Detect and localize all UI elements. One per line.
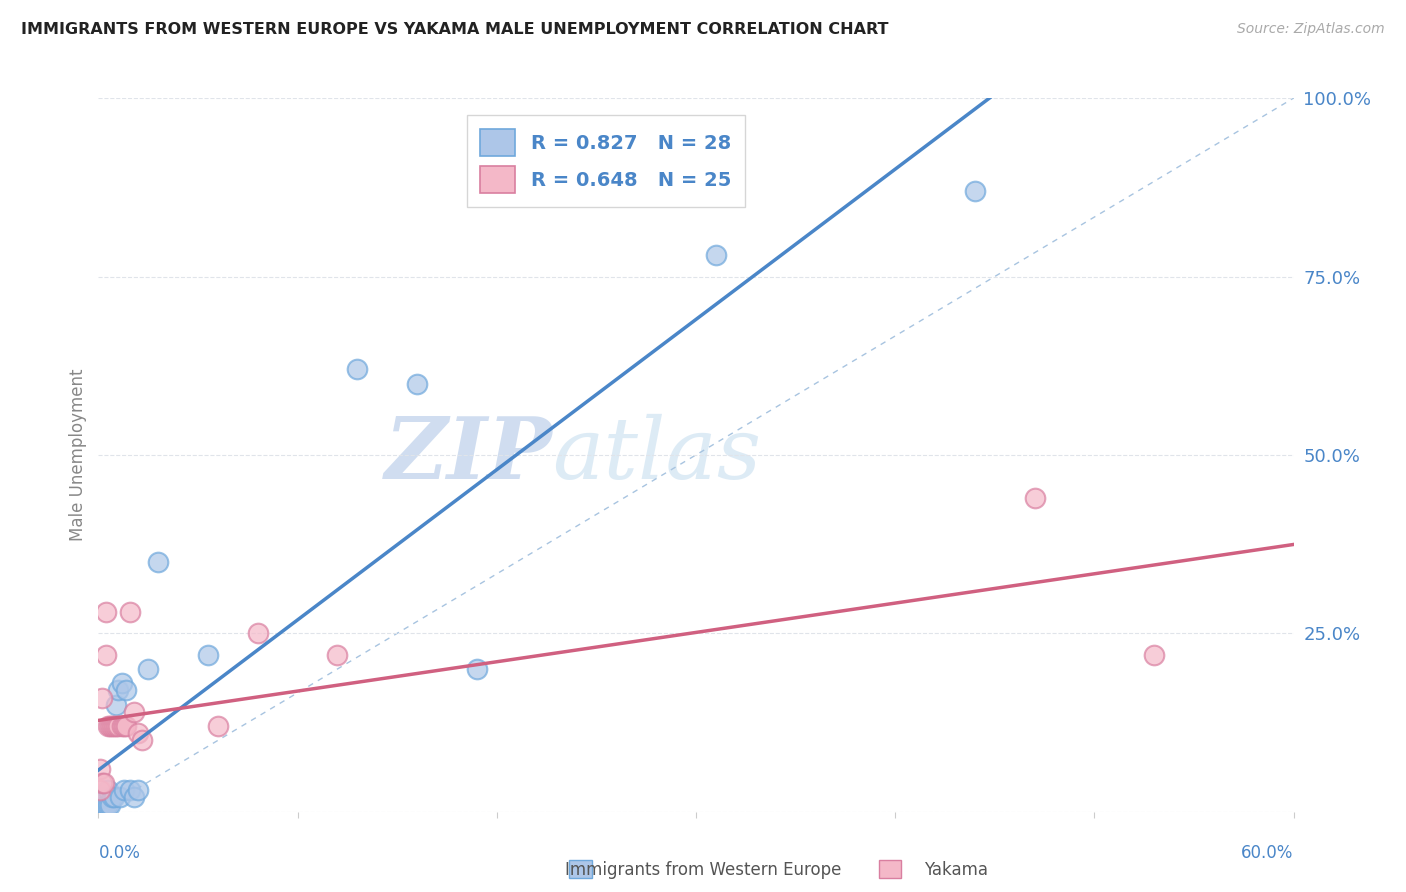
Point <box>107 719 129 733</box>
Point <box>97 719 120 733</box>
Point <box>465 662 488 676</box>
Text: Yakama: Yakama <box>924 861 988 879</box>
Point <box>197 648 219 662</box>
Point <box>107 683 129 698</box>
Point <box>112 783 135 797</box>
Point <box>406 376 429 391</box>
Point <box>91 790 114 805</box>
Text: 0.0%: 0.0% <box>98 844 141 862</box>
Point <box>96 648 118 662</box>
Point <box>101 790 124 805</box>
Point <box>1143 648 1166 662</box>
Point <box>124 790 146 805</box>
Point <box>91 690 114 705</box>
Point <box>89 783 111 797</box>
Text: 60.0%: 60.0% <box>1241 844 1294 862</box>
Point <box>105 719 128 733</box>
Point <box>100 797 122 812</box>
Point <box>326 648 349 662</box>
Text: ZIP: ZIP <box>385 413 553 497</box>
Point <box>148 555 170 569</box>
Point <box>112 719 135 733</box>
Point <box>127 726 149 740</box>
Point <box>103 719 125 733</box>
Point <box>120 605 142 619</box>
Point <box>131 733 153 747</box>
Point <box>89 762 111 776</box>
Y-axis label: Male Unemployment: Male Unemployment <box>69 368 87 541</box>
Point <box>100 719 122 733</box>
Point <box>103 790 125 805</box>
Point <box>96 797 118 812</box>
Point <box>91 776 114 790</box>
Point <box>96 605 118 619</box>
Point <box>963 184 986 198</box>
Legend: R = 0.827   N = 28, R = 0.648   N = 25: R = 0.827 N = 28, R = 0.648 N = 25 <box>467 115 745 207</box>
Point <box>111 719 134 733</box>
Text: Source: ZipAtlas.com: Source: ZipAtlas.com <box>1237 22 1385 37</box>
Point <box>91 797 114 812</box>
Point <box>1024 491 1046 505</box>
Point <box>115 683 138 698</box>
Point <box>127 783 149 797</box>
Point <box>115 719 138 733</box>
Point <box>246 626 269 640</box>
Point <box>110 790 132 805</box>
Point <box>111 676 134 690</box>
Point <box>93 797 115 812</box>
Point <box>136 662 159 676</box>
Point <box>101 719 124 733</box>
Text: IMMIGRANTS FROM WESTERN EUROPE VS YAKAMA MALE UNEMPLOYMENT CORRELATION CHART: IMMIGRANTS FROM WESTERN EUROPE VS YAKAMA… <box>21 22 889 37</box>
Point <box>93 776 115 790</box>
Point <box>97 797 120 812</box>
Text: atlas: atlas <box>553 414 762 496</box>
Point <box>93 790 115 805</box>
Point <box>105 698 128 712</box>
Point <box>120 783 142 797</box>
Point <box>704 248 727 262</box>
Point <box>346 362 368 376</box>
Point <box>97 783 120 797</box>
Point <box>124 705 146 719</box>
Point <box>89 797 111 812</box>
Point <box>207 719 229 733</box>
Text: Immigrants from Western Europe: Immigrants from Western Europe <box>565 861 841 879</box>
